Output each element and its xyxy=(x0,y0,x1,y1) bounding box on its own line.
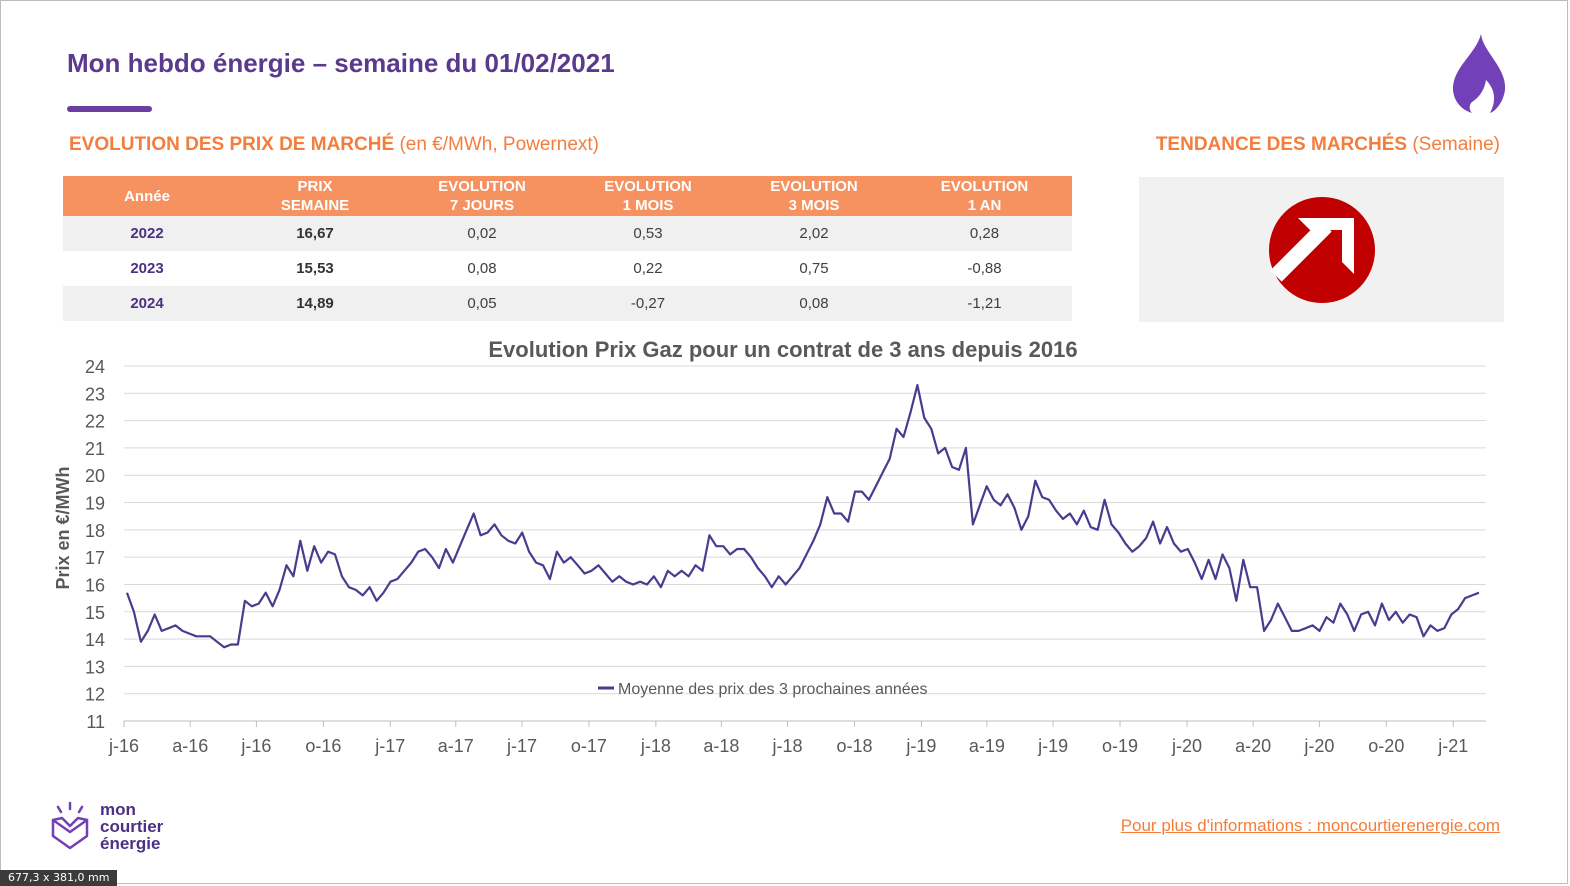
logo-text: mon courtier énergie xyxy=(100,801,163,852)
x-tick-label: j-19 xyxy=(1037,736,1068,756)
column-header-1-year: EVOLUTION 1 AN xyxy=(897,176,1072,216)
company-logo: mon courtier énergie xyxy=(50,800,210,860)
x-tick-label: a-17 xyxy=(438,736,474,756)
x-tick-label: o-20 xyxy=(1368,736,1404,756)
table-row: 2024 14,89 0,05 -0,27 0,08 -1,21 xyxy=(63,286,1072,321)
market-trend-panel xyxy=(1139,177,1504,322)
chart-gridlines xyxy=(124,365,1486,722)
cell-evolution-3-months: 0,08 xyxy=(731,286,897,321)
y-tick-label: 16 xyxy=(85,575,105,595)
logo-text-line: courtier xyxy=(100,817,164,836)
y-tick-label: 24 xyxy=(85,357,105,377)
x-tick-label: j-17 xyxy=(374,736,405,756)
market-prices-table: Année PRIX SEMAINE EVOLUTION 7 JOURS EVOLU… xyxy=(63,176,1072,321)
table-header-row: Année PRIX SEMAINE EVOLUTION 7 JOURS EVOLU… xyxy=(63,176,1072,216)
page-title: Mon hebdo énergie – semaine du 01/02/202… xyxy=(67,48,615,78)
y-tick-label: 19 xyxy=(85,494,105,514)
cell-year: 2023 xyxy=(130,260,164,277)
cell-evolution-1-year: 0,28 xyxy=(897,216,1072,251)
market-trend-heading-period: (Semaine) xyxy=(1412,134,1500,155)
legend-label: Moyenne des prix des 3 prochaines années xyxy=(618,681,928,698)
x-tick-label: o-18 xyxy=(836,736,872,756)
cell-evolution-1-year: -0,88 xyxy=(967,260,1002,277)
document-size-badge: 677,3 x 381,0 mm xyxy=(0,870,118,886)
x-tick-label: o-16 xyxy=(305,736,341,756)
x-tick-label: j-17 xyxy=(506,736,537,756)
y-tick-label: 17 xyxy=(85,548,105,568)
y-tick-label: 23 xyxy=(85,384,105,404)
cell-weekly-price: 15,53 xyxy=(296,260,334,277)
x-tick-label: a-19 xyxy=(969,736,1005,756)
column-header-year: Année xyxy=(63,176,231,216)
x-tick-label: o-19 xyxy=(1102,736,1138,756)
y-tick-label: 14 xyxy=(85,630,105,650)
market-prices-heading: EVOLUTION DES PRIX DE MARCHÉ (en €/MWh, … xyxy=(69,134,599,156)
y-tick-label: 20 xyxy=(85,466,105,486)
y-tick-label: 11 xyxy=(86,712,105,732)
gas-price-chart: Evolution Prix Gaz pour un contrat de 3 … xyxy=(0,330,1570,770)
gas-flame-icon xyxy=(1452,34,1506,113)
series-line xyxy=(125,384,1480,649)
cell-year: 2024 xyxy=(63,286,231,321)
x-tick-label: a-16 xyxy=(172,736,208,756)
x-tick-label: a-20 xyxy=(1235,736,1271,756)
logo-text-line: énergie xyxy=(100,834,161,853)
cell-weekly-price: 16,67 xyxy=(231,216,399,251)
chart-series xyxy=(125,384,1480,649)
y-axis-ticks: 11 12 13 14 15 16 17 18 19 20 21 22 23 24 xyxy=(85,357,105,732)
x-tick-label: j-19 xyxy=(905,736,936,756)
column-header-1-month: EVOLUTION 1 MOIS xyxy=(565,176,731,216)
x-tick-label: o-17 xyxy=(571,736,607,756)
cell-evolution-3-months: 0,75 xyxy=(799,260,829,277)
x-tick-label: j-18 xyxy=(640,736,671,756)
more-info-link[interactable]: Pour plus d'informations : moncourtieren… xyxy=(1120,816,1500,835)
chart-legend: Moyenne des prix des 3 prochaines années xyxy=(598,681,928,698)
x-axis-ticks: j-16 a-16 j-16 o-16 j-17 a-17 j-17 o-17 j-18 a-18… xyxy=(108,721,1468,756)
y-tick-label: 15 xyxy=(85,603,105,623)
cell-evolution-1-month: 0,22 xyxy=(633,260,663,277)
x-tick-label: j-20 xyxy=(1171,736,1202,756)
y-tick-label: 12 xyxy=(85,685,105,705)
column-header-7-days: EVOLUTION 7 JOURS xyxy=(399,176,565,216)
x-tick-label: j-16 xyxy=(240,736,271,756)
cell-evolution-7-days: 0,08 xyxy=(467,260,497,277)
x-tick-label: j-20 xyxy=(1303,736,1334,756)
table-row: 2023 15,53 0,08 0,22 0,75 -0,88 xyxy=(63,251,1072,286)
y-axis-label: Prix en €/MWh xyxy=(53,466,73,589)
cell-evolution-3-months: 2,02 xyxy=(731,216,897,251)
y-tick-label: 21 xyxy=(85,439,105,459)
gas-price-chart-svg: Evolution Prix Gaz pour un contrat de 3 … xyxy=(53,337,1486,756)
chart-title: Evolution Prix Gaz pour un contrat de 3 … xyxy=(488,337,1077,362)
cell-evolution-1-year: -1,21 xyxy=(897,286,1072,321)
market-prices-heading-unit: (en €/MWh, Powernext) xyxy=(399,134,600,155)
cell-evolution-1-month: 0,53 xyxy=(565,216,731,251)
trend-up-arrow-icon xyxy=(1269,197,1375,303)
y-tick-label: 13 xyxy=(85,657,105,677)
cell-evolution-7-days: 0,02 xyxy=(399,216,565,251)
x-tick-label: j-16 xyxy=(108,736,139,756)
table-row: 2022 16,67 0,02 0,53 2,02 0,28 xyxy=(63,216,1072,251)
cell-evolution-1-month: -0,27 xyxy=(565,286,731,321)
title-underline xyxy=(67,106,152,112)
x-tick-label: a-18 xyxy=(703,736,739,756)
x-tick-label: j-21 xyxy=(1437,736,1468,756)
logo-text-line: mon xyxy=(100,800,136,819)
cell-year: 2022 xyxy=(63,216,231,251)
x-tick-label: j-18 xyxy=(772,736,803,756)
logo-crown-icon xyxy=(51,801,89,850)
market-trend-heading: TENDANCE DES MARCHÉS (Semaine) xyxy=(1156,134,1500,156)
cell-evolution-7-days: 0,05 xyxy=(399,286,565,321)
market-trend-heading-bold: TENDANCE DES MARCHÉS xyxy=(1155,134,1408,155)
cell-weekly-price: 14,89 xyxy=(231,286,399,321)
column-header-weekly-price: PRIX SEMAINE xyxy=(231,176,399,216)
market-prices-heading-bold: EVOLUTION DES PRIX DE MARCHÉ xyxy=(69,134,395,155)
y-tick-label: 18 xyxy=(85,521,105,541)
column-header-3-months: EVOLUTION 3 MOIS xyxy=(731,176,897,216)
y-tick-label: 22 xyxy=(85,412,105,432)
